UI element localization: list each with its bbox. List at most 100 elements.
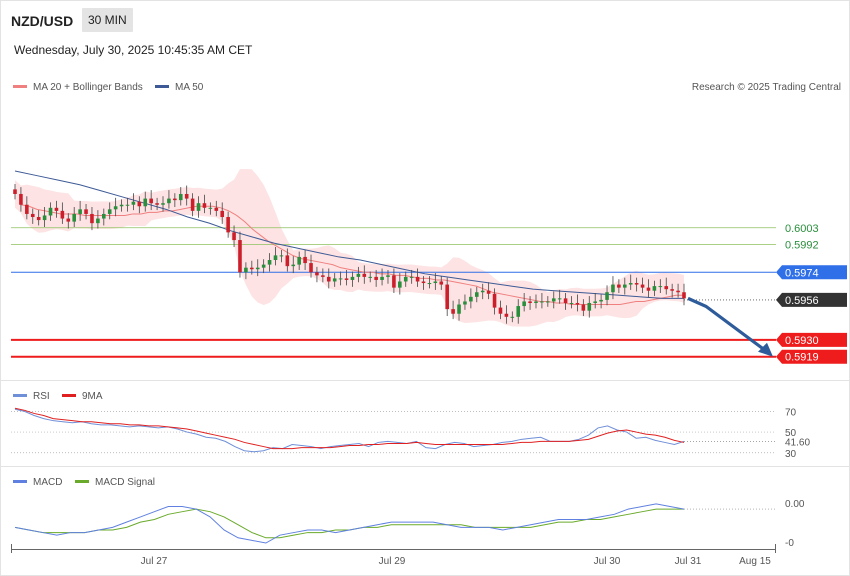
macd-legend-swatch	[13, 480, 27, 483]
price-label-1: 0.5992	[785, 240, 819, 252]
candle-body	[581, 304, 586, 311]
candle-body	[386, 275, 390, 277]
candle-body	[640, 284, 645, 288]
candle-body	[682, 292, 686, 299]
candle-body	[599, 299, 603, 302]
ma20-legend-label: MA 20 + Bollinger Bands	[33, 82, 143, 93]
candle-body	[303, 256, 307, 264]
candle-body	[463, 301, 467, 305]
timeframe-badge[interactable]: 30 MIN	[82, 8, 133, 32]
ma50-legend-swatch	[155, 85, 169, 88]
candle-body	[173, 198, 177, 201]
candle-body	[516, 306, 521, 317]
ma20-legend-swatch	[13, 85, 27, 88]
candle-body	[451, 309, 455, 314]
symbol-title: NZD/USD	[11, 13, 74, 29]
candle-body	[498, 307, 503, 314]
candle-body	[486, 290, 491, 294]
forecast-arrow-layer	[687, 296, 773, 357]
candle-body	[670, 289, 674, 291]
time-tick-label: Aug 15	[739, 556, 771, 567]
candle-body	[492, 293, 497, 308]
rsi-legend-swatch	[13, 394, 27, 397]
candle-body	[528, 301, 532, 303]
candle-body	[563, 298, 568, 303]
candle-body	[137, 201, 142, 207]
candle-body	[374, 276, 378, 280]
candle-body	[368, 276, 373, 278]
candle-body	[398, 281, 402, 288]
candle-body	[72, 213, 77, 222]
candle-body	[36, 217, 41, 221]
ma50-legend-label: MA 50	[175, 82, 204, 93]
candle-body	[78, 209, 82, 214]
candle-body	[190, 198, 195, 211]
candle-body	[273, 255, 278, 260]
candle-body	[409, 276, 414, 278]
price-label-0: 0.6003	[785, 223, 819, 235]
candle-body	[102, 213, 106, 219]
candle-body	[161, 203, 165, 205]
candle-body	[587, 302, 592, 311]
candle-body	[143, 198, 148, 207]
candle-body	[617, 284, 621, 288]
macd-signal-line	[14, 508, 684, 539]
candle-body	[208, 207, 213, 209]
time-axis-labels: Jul 27 Jul 29 Jul 30 Jul 31 Aug 15	[141, 556, 772, 567]
candle-body	[232, 232, 236, 241]
candle-body	[469, 296, 473, 302]
candle-body	[427, 283, 432, 285]
candle-body	[30, 213, 35, 218]
rsi-tick-30: 30	[785, 449, 797, 460]
candle-body	[84, 209, 88, 214]
candle-body	[326, 276, 331, 282]
candle-body	[362, 273, 367, 277]
candle-body	[149, 198, 153, 204]
candle-body	[540, 301, 544, 303]
candle-body	[297, 256, 301, 265]
rsi-ma-legend-swatch	[62, 394, 76, 397]
candle-body	[255, 267, 260, 270]
price-tag-2	[776, 265, 847, 280]
candle-body	[332, 278, 337, 282]
candle-body	[279, 255, 284, 257]
copyright-credit: Research © 2025 Trading Central	[692, 82, 841, 93]
candle-body	[575, 302, 580, 305]
candle-body	[13, 189, 17, 194]
forecast-arrow-shaft	[687, 296, 764, 351]
candle-body	[48, 207, 53, 216]
macd-tick-zero: 0.00	[785, 499, 805, 510]
candle-body	[628, 283, 633, 285]
candle-body	[634, 283, 639, 285]
candle-body	[90, 213, 94, 224]
candle-body	[261, 264, 266, 268]
candle-body	[664, 286, 669, 290]
candle-body	[167, 198, 171, 204]
macd-panel: 0.00 -0	[14, 499, 805, 549]
candle-body	[285, 255, 290, 267]
rsi-tick-70: 70	[785, 407, 797, 418]
candle-body	[42, 215, 47, 221]
candle-body	[25, 204, 29, 214]
candle-body	[54, 207, 59, 211]
candle-body	[421, 281, 426, 284]
candle-body	[457, 304, 461, 314]
candle-body	[96, 218, 100, 224]
moving-averages-layer	[14, 170, 684, 306]
candle-body	[267, 260, 272, 265]
candle-body	[445, 284, 449, 310]
candle-body	[522, 301, 526, 307]
candle-body	[350, 276, 355, 280]
candle-body	[439, 281, 444, 285]
time-tick-label: Jul 30	[594, 556, 621, 567]
ma20-line	[20, 204, 684, 306]
candle-body	[652, 286, 657, 291]
candle-body	[178, 193, 183, 201]
price-label-3: 0.5956	[785, 295, 819, 307]
candle-body	[557, 298, 562, 300]
price-tag-5	[776, 349, 847, 364]
candles-layer	[13, 184, 686, 324]
forecast-arrow-head	[758, 342, 773, 357]
